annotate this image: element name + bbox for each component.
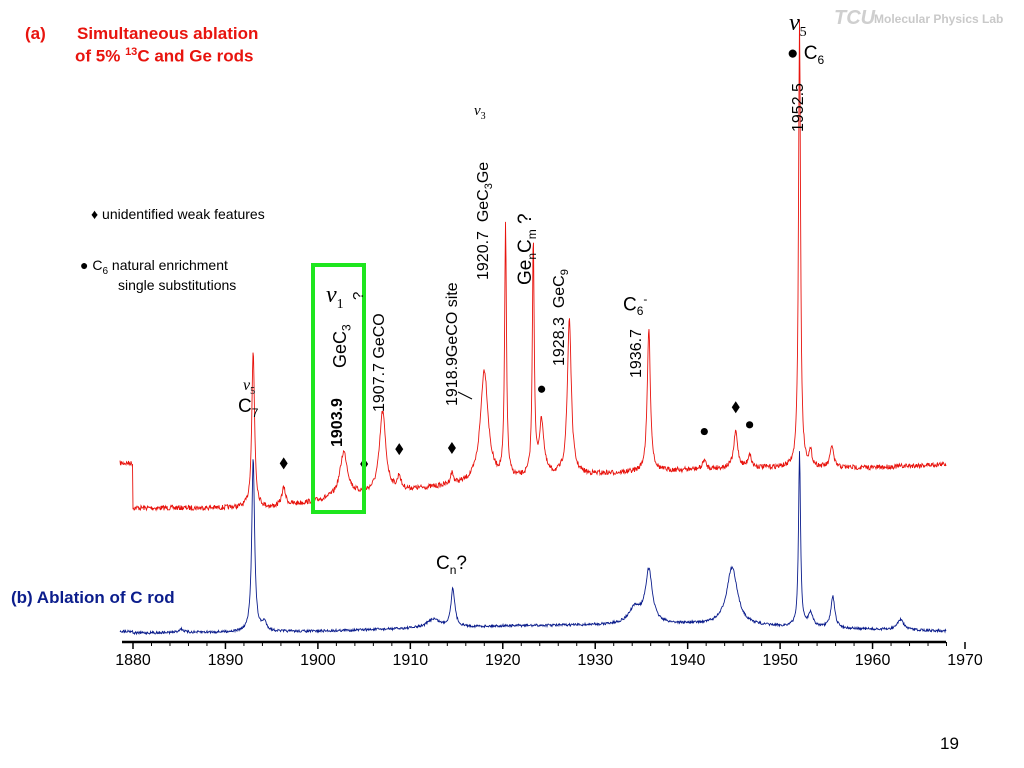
panel-b-title: (b) Ablation of C rod bbox=[11, 588, 175, 607]
gec3-label: GeC3 bbox=[330, 324, 354, 368]
gec3ge-mode-label: ν3 bbox=[474, 103, 486, 122]
panel-a-title-line1: Simultaneous ablation bbox=[77, 24, 259, 43]
c6-anion-frequency: 1936.7 bbox=[628, 329, 645, 378]
dot-marker bbox=[700, 427, 708, 436]
gencm-label: GenCm ? bbox=[515, 213, 539, 285]
c6-anion-label: C6- bbox=[623, 292, 648, 319]
spectrum-a-trace bbox=[119, 19, 947, 512]
legend-diamond: ♦ unidentified weak features bbox=[91, 206, 265, 222]
geco-1907-label: 1907.7 GeCO bbox=[371, 313, 388, 412]
diamond-marker bbox=[731, 401, 740, 414]
logo-text: Molecular Physics Lab bbox=[874, 12, 1004, 26]
c6-mode-label: ν5 bbox=[789, 10, 807, 40]
gec3-highlight-box bbox=[311, 263, 366, 514]
logo-mark: TCU bbox=[834, 7, 876, 29]
geco-site-label: 1918.9GeCO site bbox=[444, 282, 461, 406]
x-tick-label: 1900 bbox=[300, 652, 336, 669]
cn-label: Cn? bbox=[436, 553, 467, 577]
panel-a-letter: (a) bbox=[25, 24, 46, 43]
gec3ge-label: 1920.7 GeC3Ge bbox=[475, 161, 496, 280]
legend-dot: ● C6 natural enrichment bbox=[80, 257, 228, 277]
gec3-mode-label: ν1 bbox=[326, 282, 344, 312]
x-tick-label: 1890 bbox=[208, 652, 244, 669]
legend-dot-line2: single substitutions bbox=[118, 277, 237, 293]
x-tick-label: 1880 bbox=[115, 652, 151, 669]
x-tick-label: 1950 bbox=[762, 652, 798, 669]
geco-site-leader bbox=[457, 391, 473, 400]
diamond-marker bbox=[279, 457, 288, 470]
x-tick-label: 1930 bbox=[577, 652, 613, 669]
gec3-question: ? bbox=[350, 291, 367, 300]
dot-marker bbox=[538, 385, 546, 393]
x-tick-label: 1920 bbox=[485, 652, 521, 669]
x-tick-label: 1940 bbox=[670, 652, 706, 669]
dot-marker bbox=[746, 421, 754, 429]
c7-mode-label: ν5 bbox=[243, 377, 256, 398]
diamond-marker bbox=[395, 443, 404, 456]
c6-label: ● C6 bbox=[787, 43, 825, 67]
gec3-frequency: 1903.9 bbox=[329, 398, 346, 447]
page-number: 19 bbox=[940, 734, 959, 753]
spectrum-b-trace bbox=[119, 451, 947, 636]
panel-a-title-line2: of 5% 13C and Ge rods bbox=[75, 46, 254, 66]
diamond-marker bbox=[447, 441, 456, 454]
x-tick-label: 1970 bbox=[947, 652, 983, 669]
c7-label: C7 bbox=[238, 396, 259, 420]
x-tick-label: 1960 bbox=[855, 652, 891, 669]
c6-frequency: 1952.5 bbox=[790, 83, 807, 132]
gec9-label: 1928.3 GeC9 bbox=[551, 269, 572, 366]
x-tick-label: 1910 bbox=[393, 652, 429, 669]
